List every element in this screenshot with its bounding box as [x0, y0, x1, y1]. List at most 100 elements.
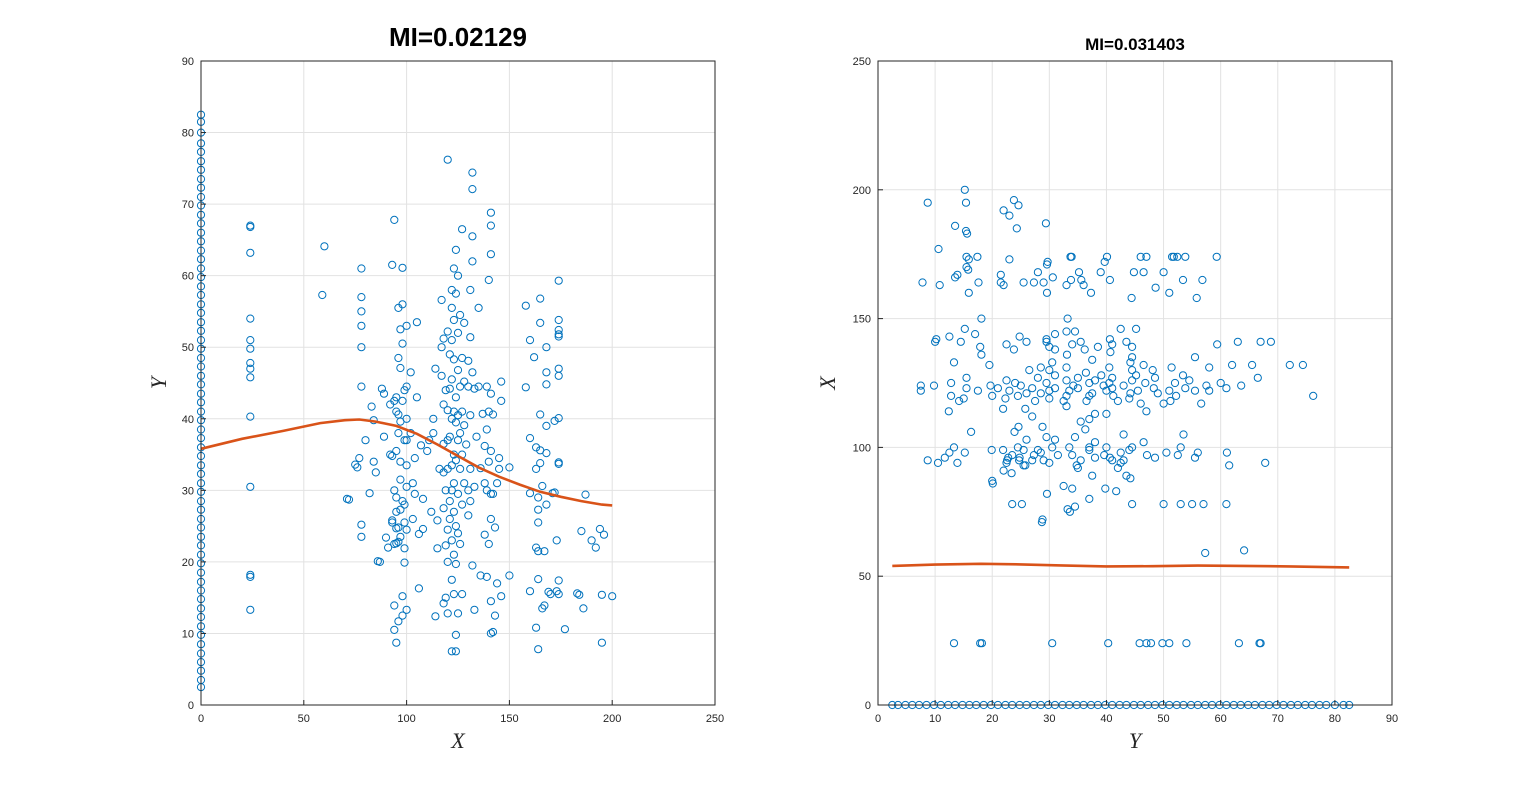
y-tick-label: 70 [182, 199, 194, 211]
data-point [386, 450, 395, 459]
data-point [472, 432, 481, 441]
data-point [1073, 373, 1083, 382]
data-point [246, 336, 255, 345]
data-point [402, 461, 411, 470]
data-point [1149, 384, 1158, 393]
data-point [484, 457, 493, 466]
data-point [447, 536, 456, 545]
data-point [1128, 443, 1137, 452]
data-point [554, 414, 563, 423]
data-point [371, 468, 380, 477]
data-point [1086, 288, 1096, 297]
data-point [1090, 438, 1100, 447]
data-point [1039, 456, 1048, 465]
data-point [1212, 252, 1221, 261]
data-point [1039, 278, 1048, 287]
data-point [431, 612, 440, 621]
data-point [1033, 268, 1043, 277]
left-plot-title: MI=0.02129 [389, 22, 527, 52]
data-point [1139, 360, 1148, 370]
data-point [1146, 639, 1156, 648]
left-plot-data-points [196, 110, 617, 692]
data-point [400, 518, 409, 527]
data-point [1076, 337, 1085, 346]
data-point [1136, 252, 1145, 261]
data-point [521, 383, 530, 392]
data-point [439, 334, 448, 343]
data-point [999, 466, 1008, 475]
data-point [1059, 481, 1068, 491]
data-point [962, 252, 971, 261]
data-point [447, 575, 456, 584]
data-point [1178, 371, 1188, 380]
right-plot-fit-curve [892, 562, 1350, 569]
data-point [1085, 415, 1094, 424]
data-point [1113, 463, 1123, 473]
data-point [945, 332, 954, 341]
data-point [1081, 368, 1091, 377]
x-tick-label: 100 [397, 713, 415, 725]
data-point [1017, 500, 1027, 509]
data-point [484, 275, 493, 285]
data-point [1074, 268, 1084, 277]
data-point [967, 427, 976, 436]
data-point [488, 410, 498, 419]
data-point [1002, 340, 1011, 349]
data-point [1159, 268, 1168, 277]
data-point [976, 342, 985, 351]
data-point [1185, 376, 1194, 385]
data-point [388, 451, 397, 461]
data-point [532, 464, 541, 473]
data-point [429, 429, 438, 438]
y-tick-label: 50 [182, 342, 194, 354]
data-point [1309, 391, 1318, 400]
data-point [1005, 386, 1014, 395]
data-point [1090, 409, 1100, 418]
data-point [1139, 438, 1148, 447]
data-point [1142, 639, 1151, 648]
data-point [985, 360, 994, 370]
data-point [554, 371, 563, 380]
data-point [449, 315, 458, 325]
data-point [1021, 461, 1030, 470]
data-point [916, 381, 925, 390]
data-point [460, 318, 469, 327]
data-point [400, 558, 409, 567]
data-point [1165, 639, 1174, 648]
data-point [1176, 443, 1185, 452]
y-tick-label: 50 [859, 571, 871, 583]
left-plot-tick-labels: 0 50 100 150 200 250 0 10 20 30 40 50 60 70 80 90 [182, 56, 724, 725]
data-point [246, 373, 255, 382]
data-point [466, 464, 475, 473]
data-point [402, 414, 411, 423]
data-point [1151, 283, 1160, 292]
data-point [525, 587, 535, 596]
data-point [449, 550, 458, 559]
data-point [1013, 443, 1023, 452]
data-point [1062, 327, 1071, 336]
data-point [999, 206, 1008, 215]
data-point [453, 609, 463, 618]
data-point [1036, 363, 1045, 372]
data-point [447, 375, 456, 384]
data-point [1008, 451, 1017, 460]
data-point [540, 547, 549, 556]
data-point [1240, 546, 1249, 555]
data-point [1128, 353, 1137, 362]
data-point [437, 343, 446, 352]
data-point [462, 440, 471, 449]
data-point [396, 475, 405, 484]
data-point [525, 489, 535, 498]
data-point [1073, 384, 1083, 393]
data-point [1088, 471, 1097, 480]
data-point [1173, 451, 1182, 460]
data-point [1285, 360, 1294, 370]
data-point [934, 244, 943, 254]
data-point [1213, 340, 1222, 349]
data-point [460, 479, 469, 488]
data-point [1013, 391, 1023, 400]
data-point [318, 290, 327, 300]
data-point [947, 391, 956, 400]
data-point [1102, 409, 1111, 418]
data-point [412, 318, 421, 327]
